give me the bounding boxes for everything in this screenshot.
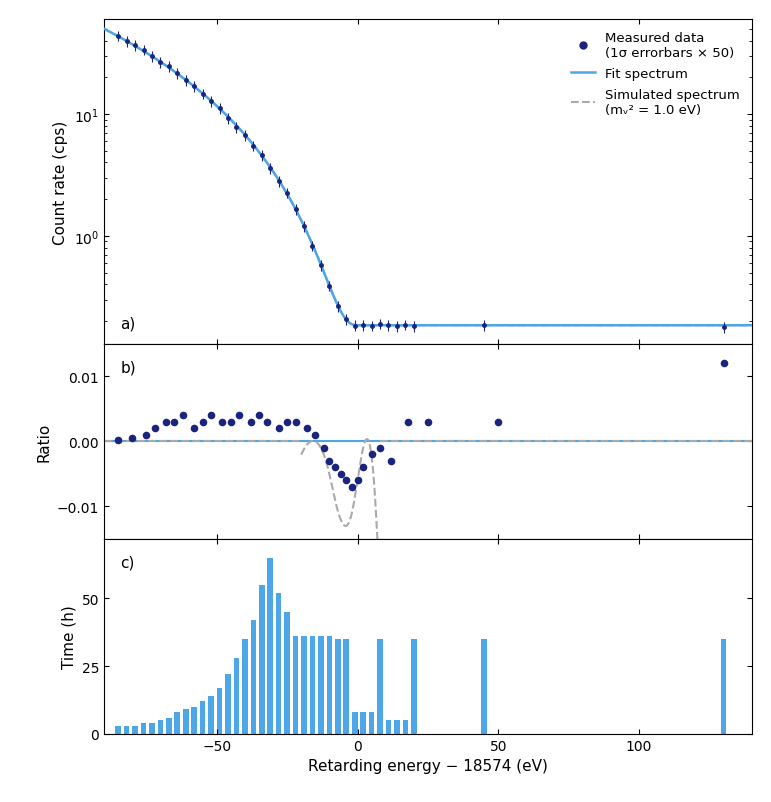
Bar [276,593,281,734]
Bar [721,639,726,734]
Point [352,474,364,487]
Bar [318,637,324,734]
Bar [200,702,205,734]
Bar [394,720,399,734]
Bar [481,639,487,734]
Bar [377,639,383,734]
Bar [149,723,155,734]
Bar [183,710,189,734]
Text: c): c) [120,555,135,569]
Point [224,416,237,429]
Point [318,442,330,455]
Bar [310,637,315,734]
Point [126,432,139,445]
Bar [157,720,163,734]
Bar [116,726,121,734]
Bar [301,637,307,734]
Point [197,416,209,429]
Bar [369,712,375,734]
Point [323,455,335,468]
Bar [352,712,358,734]
Point [140,429,153,442]
Bar [284,612,290,734]
Point [365,448,378,461]
Bar [208,696,214,734]
Point [244,416,257,429]
Point [177,410,189,423]
Point [289,416,301,429]
Point [261,416,274,429]
Bar [335,639,341,734]
Point [422,416,434,429]
Bar [251,620,256,734]
Bar [293,637,298,734]
Bar [140,723,146,734]
Bar [225,674,231,734]
Bar [166,718,172,734]
Point [328,461,341,474]
Bar [402,720,408,734]
Point [335,468,347,480]
Y-axis label: Ratio: Ratio [36,422,52,461]
Bar [259,585,264,734]
Point [216,416,228,429]
Bar [124,726,130,734]
Point [233,410,245,423]
Point [253,410,265,423]
Text: b): b) [120,360,136,375]
Bar [327,637,332,734]
Bar [217,688,222,734]
Point [168,416,180,429]
Y-axis label: Time (h): Time (h) [61,605,76,668]
Point [492,416,504,429]
Bar [343,639,349,734]
Point [281,416,293,429]
Point [205,410,217,423]
Point [301,423,313,435]
Point [112,434,124,447]
Bar [411,639,416,734]
Point [402,416,414,429]
Point [272,423,284,435]
Bar [191,707,197,734]
Text: a): a) [120,316,136,331]
Point [345,481,358,494]
Bar [360,712,366,734]
Point [309,429,322,442]
Point [374,442,386,455]
Bar [234,658,239,734]
Point [357,461,369,474]
Point [717,358,729,371]
Bar [386,720,392,734]
Point [160,416,172,429]
X-axis label: Retarding energy − 18574 (eV): Retarding energy − 18574 (eV) [308,758,548,773]
Bar [242,639,247,734]
Point [386,455,398,468]
Point [149,423,161,435]
Bar [174,712,180,734]
Point [340,474,352,487]
Bar [133,726,138,734]
Point [188,423,200,435]
Y-axis label: Count rate (cps): Count rate (cps) [53,120,69,245]
Legend: Measured data
(1σ errorbars × 50), Fit spectrum, Simulated spectrum
(mᵥ² = 1.0 e: Measured data (1σ errorbars × 50), Fit s… [565,26,745,122]
Bar [268,558,273,734]
